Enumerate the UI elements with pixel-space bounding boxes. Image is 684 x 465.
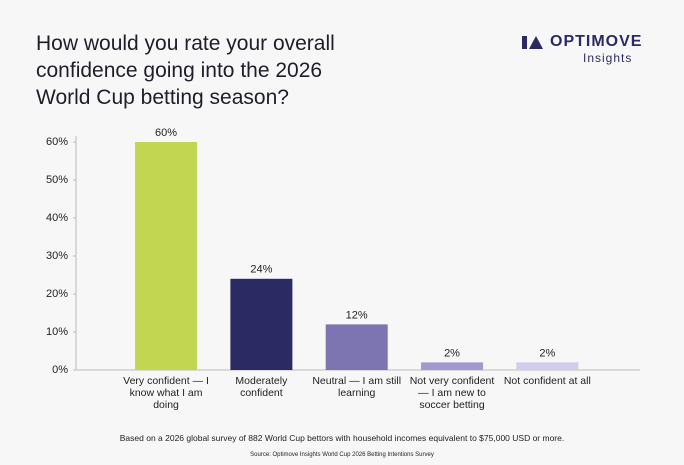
- bar: [325, 324, 388, 370]
- logo-mark: [522, 36, 543, 49]
- chart-title: How would you rate your overall confiden…: [36, 32, 335, 109]
- x-tick-label: Not very confident — I am new to soccer …: [409, 375, 495, 411]
- x-tick-label: Neutral — I am still learning: [312, 375, 402, 399]
- x-tick-label: Moderately confident: [235, 375, 288, 399]
- x-tick-label: Not confident at all: [503, 375, 591, 387]
- y-tick-label: 50%: [46, 174, 68, 186]
- value-label: 2%: [444, 347, 460, 359]
- bar: [516, 362, 579, 370]
- value-label: 12%: [346, 309, 368, 321]
- bar: [421, 362, 484, 370]
- brand-tagline: Insights: [583, 51, 633, 65]
- y-tick-label: 60%: [46, 136, 68, 148]
- y-tick-label: 30%: [46, 250, 68, 262]
- value-label: 24%: [250, 264, 272, 276]
- bar: [230, 278, 293, 370]
- bar: [135, 142, 198, 370]
- value-label: 60%: [155, 127, 177, 139]
- source: Source: Optimove Insights World Cup 2026…: [250, 452, 434, 458]
- x-tick-label: Very confident — I know what I am doing: [123, 375, 209, 411]
- y-tick-label: 10%: [46, 326, 68, 338]
- y-tick-label: 40%: [46, 212, 68, 224]
- value-label: 2%: [539, 347, 555, 359]
- brand-name: OPTIMOVE: [550, 33, 643, 50]
- y-tick-label: 20%: [46, 288, 68, 300]
- footnote: Based on a 2026 global survey of 882 Wor…: [119, 433, 565, 443]
- y-tick-label: 0%: [52, 364, 68, 376]
